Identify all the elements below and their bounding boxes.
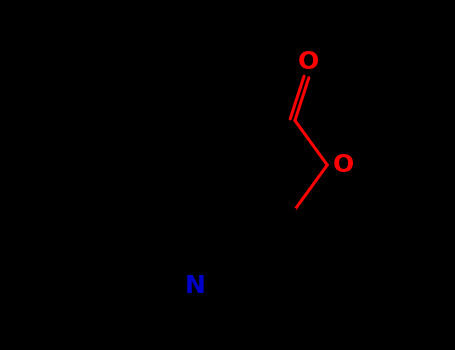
Text: N: N xyxy=(185,274,206,298)
Text: O: O xyxy=(298,50,319,74)
Text: O: O xyxy=(332,153,354,177)
